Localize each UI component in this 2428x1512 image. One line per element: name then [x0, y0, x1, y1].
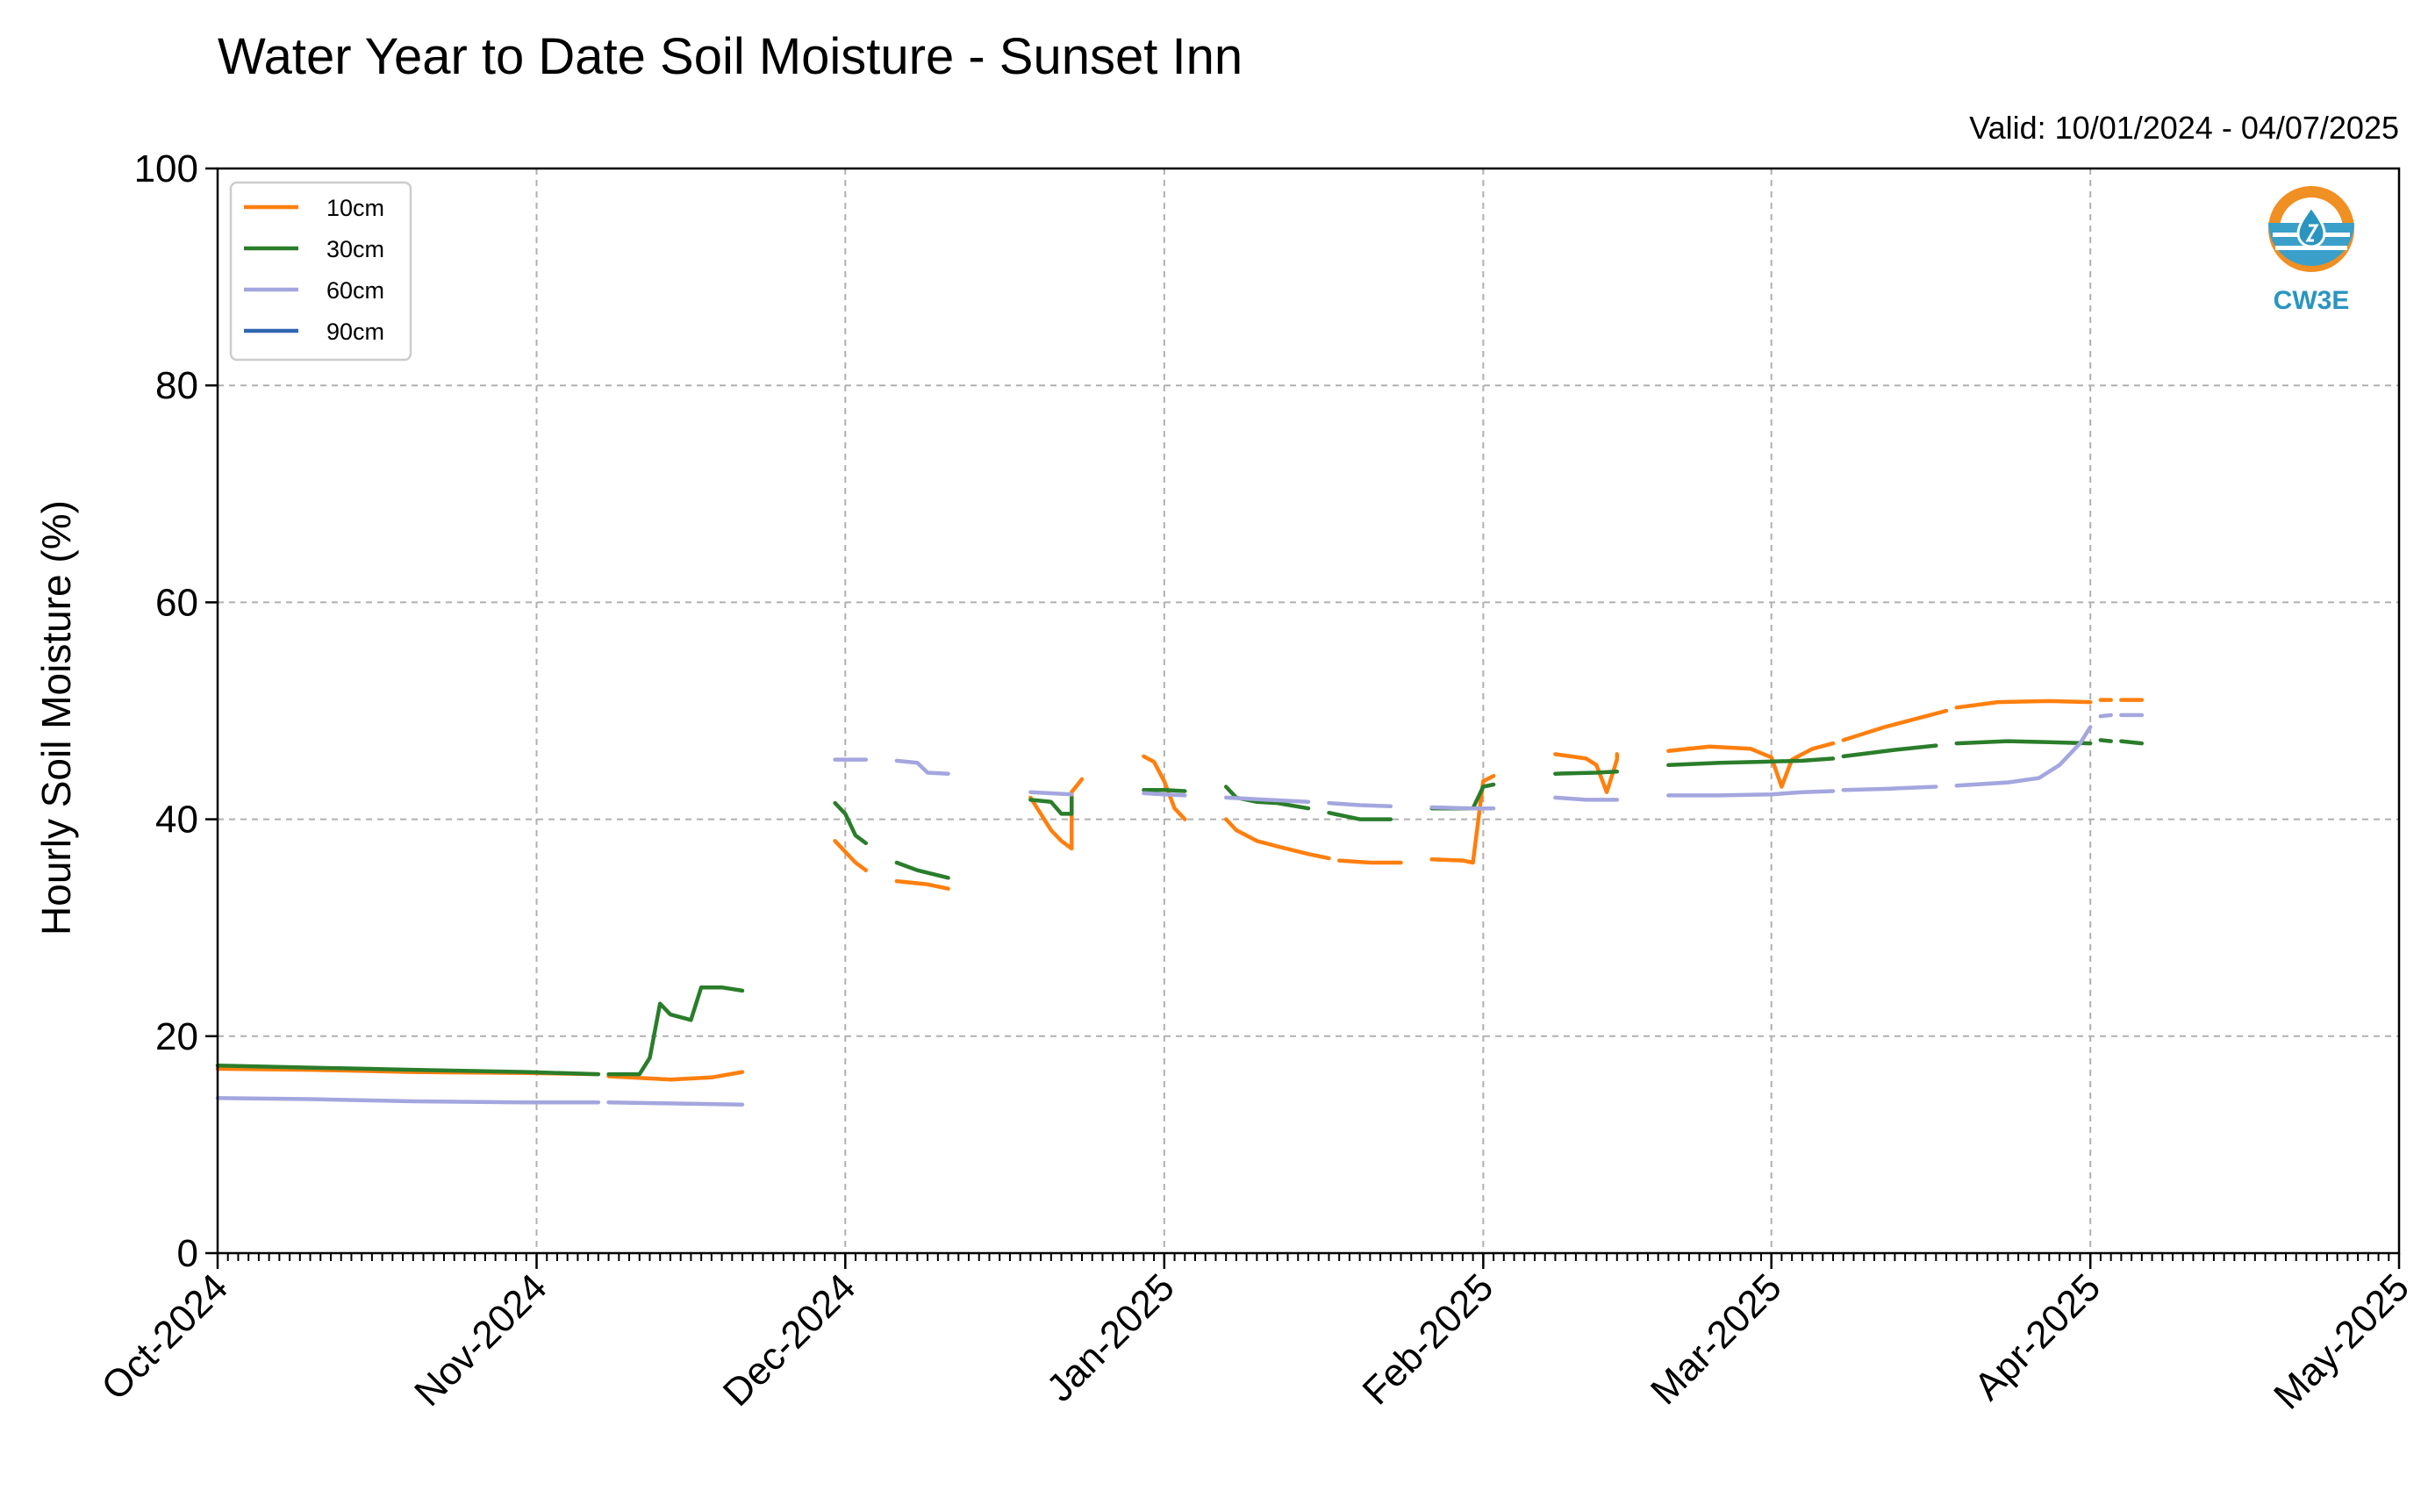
plot-frame — [216, 167, 2401, 1255]
legend-label-90cm: 90cm — [326, 319, 384, 345]
cw3e-water-drop-logo — [2268, 186, 2354, 272]
series-60cm-segment — [1327, 800, 1393, 809]
series-30cm-segment — [1553, 769, 1620, 776]
y-axis-label: Hourly Soil Moisture (%) — [33, 500, 79, 935]
series-10cm-segment — [1223, 817, 1331, 861]
axes: 0 20 40 60 80 100 Oct-2024 Nov-2024 Dec-2024 Jan-… — [93, 147, 2417, 1417]
series-10cm-segment — [1954, 699, 2093, 710]
logo-text: CW3E — [2274, 286, 2350, 315]
series-60cm-segment — [2098, 713, 2113, 719]
series-60cm-segment — [1841, 785, 1938, 792]
series-60cm-segment — [1666, 789, 1836, 798]
series-30cm-segment — [1954, 739, 2093, 746]
series-10cm-segment — [1666, 741, 1836, 789]
series-10cm-segment — [833, 839, 869, 872]
series-60cm-segment — [1429, 805, 1496, 811]
series-lines — [215, 698, 2145, 1107]
series-10cm-segment — [1553, 752, 1620, 794]
series-10cm-segment — [1336, 858, 1403, 865]
series-30cm-segment — [2119, 739, 2145, 746]
legend-label-60cm: 60cm — [326, 277, 384, 304]
series-30cm-segment — [606, 985, 745, 1077]
series-60cm-segment — [1553, 795, 1620, 802]
chart-title: Water Year to Date Soil Moisture - Sunse… — [218, 28, 1243, 85]
legend-frame — [229, 181, 412, 362]
series-30cm-segment — [1666, 756, 1836, 768]
legend-label-10cm: 10cm — [326, 195, 384, 221]
series-30cm-segment — [1429, 782, 1496, 811]
series-60cm-segment — [1223, 795, 1311, 805]
x-tick-label: Apr-2025 — [1966, 1265, 2109, 1408]
chart-subtitle: Valid: 10/01/2024 - 04/07/2025 — [1969, 110, 2399, 146]
x-tick-label: Dec-2024 — [715, 1265, 864, 1415]
series-10cm-segment — [1028, 777, 1085, 851]
series-30cm-segment — [1223, 785, 1311, 811]
x-tick-label: Jan-2025 — [1039, 1265, 1183, 1409]
x-tick-label: Feb-2025 — [1355, 1265, 1502, 1413]
series-30cm-segment — [215, 1063, 601, 1077]
cw3e-logo: CW3E — [2268, 186, 2354, 315]
x-tick-label: Mar-2025 — [1643, 1265, 1790, 1413]
series-30cm-segment — [2098, 738, 2113, 743]
series-10cm-segment — [606, 1070, 745, 1082]
y-tick-label: 80 — [155, 364, 198, 407]
series-30cm-segment — [833, 800, 869, 846]
legend: 10cm 30cm 60cm 90cm — [229, 181, 412, 362]
series-10cm-segment — [894, 878, 950, 891]
series-10cm-segment — [1841, 708, 1949, 742]
x-tick-label: May-2025 — [2266, 1265, 2417, 1417]
series-60cm-segment — [1028, 790, 1074, 797]
x-tick-label: Oct-2024 — [93, 1265, 236, 1408]
y-tick-label: 100 — [134, 147, 198, 190]
series-30cm-segment — [1327, 810, 1393, 821]
series-60cm-segment — [894, 758, 950, 776]
series-60cm-segment — [215, 1096, 601, 1105]
series-30cm-segment — [1841, 743, 1938, 759]
x-tick-label: Nov-2024 — [406, 1265, 555, 1415]
y-tick-label: 40 — [155, 799, 198, 842]
series-60cm-segment — [606, 1100, 745, 1107]
series-30cm-segment — [1028, 795, 1074, 816]
y-tick-label: 60 — [155, 581, 198, 624]
series-30cm-segment — [1142, 787, 1187, 793]
series-60cm-segment — [1142, 791, 1187, 798]
y-tick-label: 0 — [177, 1232, 198, 1275]
grid — [217, 168, 2400, 1254]
series-60cm-segment — [1954, 725, 2093, 788]
series-30cm-segment — [894, 860, 950, 880]
y-tick-label: 20 — [155, 1015, 198, 1058]
legend-label-30cm: 30cm — [326, 236, 384, 262]
series-10cm-segment — [1429, 773, 1496, 865]
series-10cm-segment — [1142, 754, 1187, 821]
